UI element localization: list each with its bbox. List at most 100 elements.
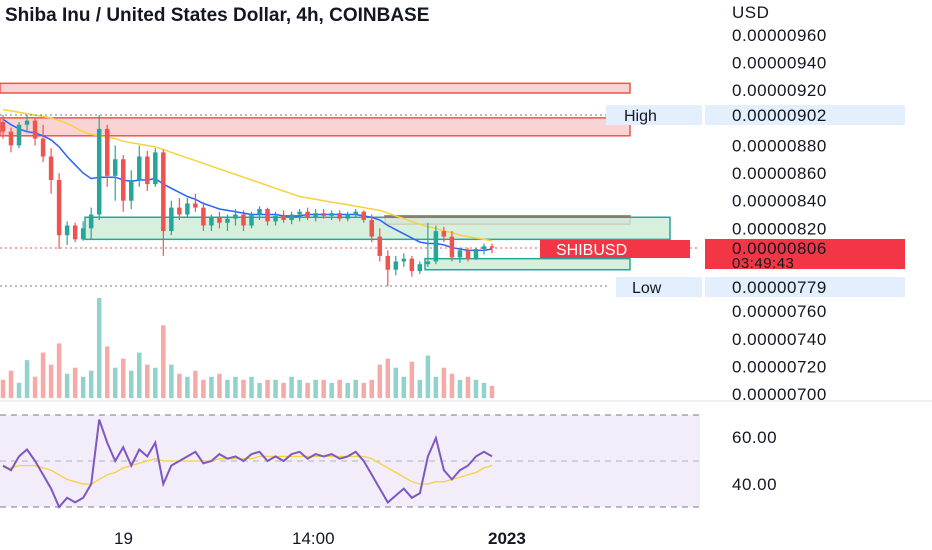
candle[interactable] bbox=[161, 149, 166, 256]
candle[interactable] bbox=[8, 127, 14, 153]
candle-body bbox=[433, 231, 439, 262]
candle[interactable] bbox=[369, 214, 375, 243]
candle[interactable] bbox=[0, 115, 6, 139]
candle-body bbox=[185, 203, 190, 215]
candle[interactable] bbox=[233, 208, 238, 226]
candle[interactable] bbox=[193, 193, 198, 212]
volume-bar bbox=[489, 385, 495, 398]
candle[interactable] bbox=[153, 148, 158, 187]
candle[interactable] bbox=[361, 210, 366, 223]
ma-fast-line bbox=[2, 118, 493, 252]
volume-bar bbox=[209, 376, 214, 398]
candle[interactable] bbox=[313, 208, 318, 222]
candle-body bbox=[48, 156, 54, 180]
candle[interactable] bbox=[40, 124, 46, 163]
candle[interactable] bbox=[64, 221, 70, 245]
candle[interactable] bbox=[353, 208, 358, 218]
last-price-bg[interactable] bbox=[705, 239, 905, 269]
candle[interactable] bbox=[120, 155, 126, 212]
candle[interactable] bbox=[449, 231, 455, 262]
candle[interactable] bbox=[169, 200, 174, 236]
candle[interactable] bbox=[177, 197, 182, 221]
candle[interactable] bbox=[225, 214, 230, 232]
candle-body bbox=[24, 120, 30, 125]
candle[interactable] bbox=[145, 150, 150, 192]
volume-layer bbox=[0, 298, 495, 398]
candle[interactable] bbox=[217, 211, 222, 229]
candle[interactable] bbox=[473, 247, 479, 261]
candle[interactable] bbox=[80, 221, 86, 241]
candle[interactable] bbox=[24, 115, 30, 132]
candle[interactable] bbox=[241, 210, 246, 232]
candle[interactable] bbox=[129, 170, 134, 209]
candle[interactable] bbox=[481, 243, 487, 255]
candle-body bbox=[473, 249, 479, 259]
candle[interactable] bbox=[72, 222, 78, 243]
volume-bar bbox=[72, 367, 78, 398]
candle[interactable] bbox=[137, 145, 142, 187]
low-value: 0.00000779 bbox=[732, 278, 827, 297]
y-tick: 0.00000820 bbox=[732, 219, 827, 238]
volume-bar bbox=[0, 379, 6, 398]
y-tick: 0.00000860 bbox=[732, 164, 827, 183]
candle[interactable] bbox=[257, 206, 262, 221]
candle[interactable] bbox=[441, 226, 447, 243]
candle[interactable] bbox=[281, 210, 286, 223]
candle[interactable] bbox=[345, 211, 350, 222]
volume-bar bbox=[225, 379, 230, 398]
candle[interactable] bbox=[337, 210, 342, 222]
candle[interactable] bbox=[48, 148, 54, 194]
candle[interactable] bbox=[16, 121, 22, 149]
demand-zone[interactable] bbox=[424, 257, 631, 271]
candle[interactable] bbox=[417, 261, 423, 274]
candle[interactable] bbox=[289, 211, 294, 225]
candle[interactable] bbox=[409, 255, 415, 277]
candle[interactable] bbox=[185, 197, 190, 218]
supply-zone[interactable] bbox=[0, 117, 631, 137]
candle[interactable] bbox=[32, 117, 38, 146]
candle[interactable] bbox=[265, 207, 270, 226]
candle[interactable] bbox=[209, 214, 214, 232]
volume-bar bbox=[417, 379, 423, 398]
candle[interactable] bbox=[96, 115, 102, 221]
candle[interactable] bbox=[201, 202, 206, 232]
candle[interactable] bbox=[88, 207, 94, 240]
candle[interactable] bbox=[377, 228, 383, 262]
candle[interactable] bbox=[425, 222, 431, 267]
candle[interactable] bbox=[104, 124, 110, 187]
candle[interactable] bbox=[56, 173, 62, 250]
y-tick: 0.00000840 bbox=[732, 192, 827, 211]
candle[interactable] bbox=[249, 211, 254, 229]
volume-bar bbox=[257, 382, 262, 398]
ma-slow-line bbox=[2, 108, 493, 242]
candle-body bbox=[481, 246, 487, 250]
volume-bar bbox=[201, 379, 206, 398]
candle-body bbox=[217, 217, 222, 223]
candle[interactable] bbox=[465, 247, 471, 262]
y-tick: 0.00000760 bbox=[732, 302, 827, 321]
candle-body bbox=[104, 128, 110, 176]
candle[interactable] bbox=[273, 211, 278, 226]
candle[interactable] bbox=[305, 207, 310, 221]
candle[interactable] bbox=[297, 208, 302, 222]
high-tag-label: High bbox=[624, 108, 657, 125]
supply-zone[interactable] bbox=[0, 82, 631, 94]
volume-bar bbox=[337, 379, 342, 398]
candle-body bbox=[329, 213, 334, 216]
candle[interactable] bbox=[457, 247, 463, 263]
candle[interactable] bbox=[401, 253, 407, 267]
candle[interactable] bbox=[321, 208, 326, 219]
volume-bar bbox=[433, 376, 439, 398]
candle[interactable] bbox=[329, 210, 334, 221]
candle-body bbox=[289, 214, 294, 221]
volume-bar bbox=[345, 382, 350, 398]
candle[interactable] bbox=[385, 250, 391, 287]
candle-body bbox=[449, 236, 455, 258]
volume-bar bbox=[473, 379, 479, 398]
volume-bar bbox=[32, 376, 38, 398]
candle[interactable] bbox=[433, 225, 439, 265]
candle[interactable] bbox=[112, 145, 118, 201]
candle[interactable] bbox=[393, 255, 399, 276]
